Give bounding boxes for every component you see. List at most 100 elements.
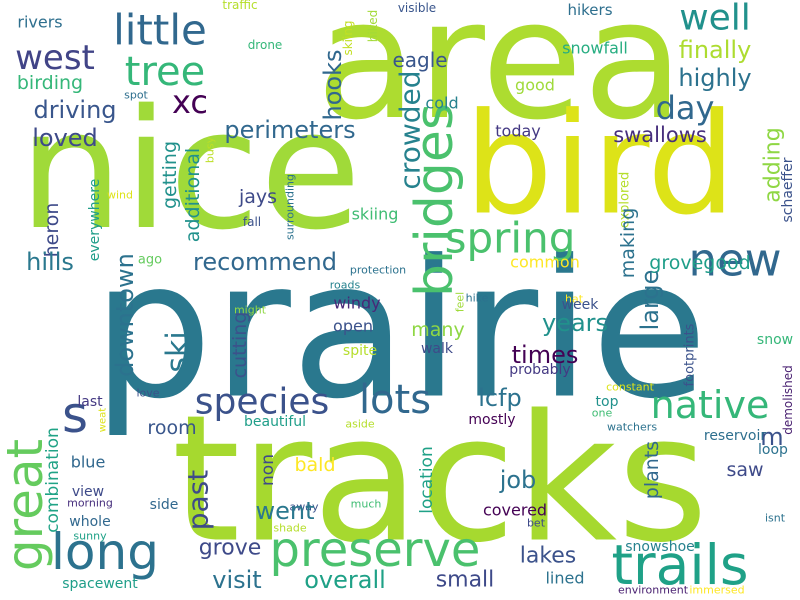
word: bridges [405, 103, 465, 297]
word: additional [182, 148, 204, 242]
word: west [15, 38, 95, 78]
word: one [592, 407, 613, 420]
word: species [195, 382, 329, 423]
word: might [234, 304, 267, 317]
word: area [316, 0, 684, 156]
word: large [636, 270, 664, 331]
word: went [255, 497, 314, 525]
word: spring [445, 214, 576, 263]
word: explored [618, 172, 633, 229]
word: covered [483, 501, 547, 520]
word: finally [679, 36, 752, 64]
word: snowshoe [625, 539, 695, 555]
word: side [150, 497, 179, 513]
word: hiked [366, 10, 380, 42]
word: surrounding [284, 174, 297, 240]
word: skiing [352, 205, 399, 224]
word: good [515, 76, 555, 95]
word: morning [67, 497, 113, 510]
word: hat [565, 293, 584, 306]
word: adding [761, 127, 786, 202]
word: lined [545, 569, 584, 588]
word: perimeters [224, 116, 355, 144]
word: loop [758, 442, 788, 458]
word: many [411, 319, 464, 341]
word: constant [606, 381, 655, 394]
word: swallows [613, 123, 707, 147]
word: great [0, 439, 54, 571]
word: non [258, 454, 278, 486]
word: m [760, 423, 783, 451]
word: skiing [341, 20, 355, 55]
word: long [51, 523, 159, 581]
word: little [113, 6, 207, 55]
word: traffic [222, 0, 257, 12]
word: visible [398, 1, 436, 15]
word: snowfall [562, 39, 628, 58]
word: heron [41, 203, 63, 258]
word: drone [248, 38, 283, 52]
word: roads [330, 279, 361, 292]
word: away [290, 501, 319, 514]
word: mostly [468, 412, 515, 428]
word: well [679, 0, 751, 39]
word: ago [138, 253, 162, 268]
word: lots [359, 377, 431, 423]
word: everywhere [87, 179, 103, 262]
word: schaeffer [780, 157, 796, 222]
word: beautiful [244, 414, 306, 430]
word: love [136, 387, 159, 400]
word: common [510, 253, 580, 272]
word: spot [124, 89, 148, 102]
word: new [688, 234, 781, 287]
word: hooks [319, 50, 347, 121]
word: watchers [607, 421, 657, 434]
word: tree [125, 49, 205, 95]
word: windy [333, 294, 380, 313]
word: preserve [270, 522, 481, 578]
word: years [542, 309, 608, 337]
word: lcfp [478, 384, 522, 412]
word: busy [204, 136, 217, 163]
word: demolished [781, 365, 795, 435]
word: spacewent [62, 576, 138, 592]
word: rivers [17, 13, 62, 32]
word: hikers [567, 1, 612, 19]
word: past [182, 470, 215, 531]
word: open [333, 317, 373, 336]
word: grove [199, 536, 262, 561]
word: recommend [193, 248, 337, 276]
word: overall [304, 566, 386, 594]
word: combination [43, 427, 63, 533]
word: reservoir [704, 428, 766, 444]
word: driving [33, 96, 116, 124]
word: nice [19, 74, 362, 266]
word: plants [641, 441, 663, 499]
word: loved [32, 124, 98, 152]
word: last [77, 394, 103, 410]
word: highly [678, 64, 751, 92]
word: snow [757, 332, 793, 348]
word: cutting [229, 312, 251, 379]
word: grovegood [649, 252, 750, 274]
word: small [436, 568, 495, 593]
word: aside [345, 418, 375, 431]
word: eagle [392, 48, 447, 72]
word: walk [421, 341, 454, 357]
word: room [147, 417, 196, 439]
word: tracks [172, 379, 709, 582]
word: much [351, 498, 382, 511]
word: hike [466, 292, 489, 305]
word: bet [527, 517, 546, 530]
word: ski [161, 331, 196, 372]
word: wind [107, 189, 133, 202]
word: birding [17, 72, 83, 94]
word: jays [238, 186, 277, 208]
word: protection [350, 264, 406, 277]
word: week [562, 297, 600, 313]
word: weat [98, 408, 109, 432]
word: prairie [92, 220, 708, 441]
word: s [62, 386, 88, 444]
word: footprints [683, 323, 698, 386]
